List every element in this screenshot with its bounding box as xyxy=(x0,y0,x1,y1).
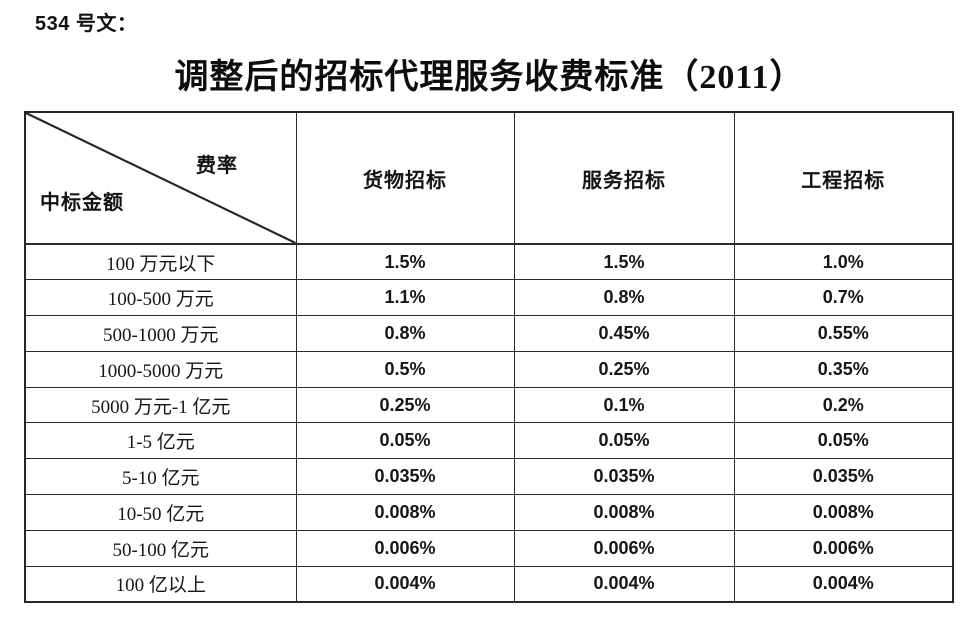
fee-value: 1.5% xyxy=(295,243,515,281)
fee-table: 费率 中标金额 货物招标 服务招标 工程招标 100 万元以下 1.5% 1.5… xyxy=(24,111,954,603)
fee-value: 0.008% xyxy=(295,494,515,531)
table-row: 1000-5000 万元 0.5% 0.25% 0.35% xyxy=(24,350,954,388)
row-label: 50-100 亿元 xyxy=(24,529,297,567)
fee-value: 0.25% xyxy=(295,386,515,424)
row-label: 5000 万元-1 亿元 xyxy=(24,386,297,424)
column-header-services: 服务招标 xyxy=(513,111,735,245)
fee-value: 0.035% xyxy=(513,458,735,496)
table-row: 100 亿以上 0.004% 0.004% 0.004% xyxy=(24,565,954,603)
fee-value: 0.2% xyxy=(733,386,954,424)
table-row: 100-500 万元 1.1% 0.8% 0.7% xyxy=(24,279,954,317)
row-label: 5-10 亿元 xyxy=(24,458,297,496)
fee-value: 0.25% xyxy=(513,350,735,388)
table-row: 50-100 亿元 0.006% 0.006% 0.006% xyxy=(24,529,954,567)
fee-value: 0.8% xyxy=(295,315,515,352)
doc-number: 534 号文： xyxy=(35,13,138,35)
table-row: 5-10 亿元 0.035% 0.035% 0.035% xyxy=(24,458,954,496)
fee-value: 0.035% xyxy=(733,458,954,496)
column-header-goods: 货物招标 xyxy=(295,111,515,245)
fee-value: 0.006% xyxy=(733,529,954,567)
row-label: 1000-5000 万元 xyxy=(24,350,297,388)
column-header-engineering: 工程招标 xyxy=(733,111,954,245)
corner-rate-label: 费率 xyxy=(196,155,238,177)
corner-amount-label: 中标金额 xyxy=(40,192,124,214)
fee-value: 0.004% xyxy=(513,565,735,603)
table-row: 500-1000 万元 0.8% 0.45% 0.55% xyxy=(24,315,954,352)
fee-value: 0.008% xyxy=(733,494,954,531)
page-title: 调整后的招标代理服务收费标准（2011） xyxy=(174,59,805,96)
fee-value: 0.035% xyxy=(295,458,515,496)
fee-value: 0.35% xyxy=(733,350,954,388)
row-label: 1-5 亿元 xyxy=(24,422,297,460)
corner-cell: 费率 中标金额 xyxy=(24,111,297,245)
fee-value: 0.5% xyxy=(295,350,515,388)
table-row: 5000 万元-1 亿元 0.25% 0.1% 0.2% xyxy=(24,386,954,424)
table-row: 1-5 亿元 0.05% 0.05% 0.05% xyxy=(24,422,954,460)
table-row: 10-50 亿元 0.008% 0.008% 0.008% xyxy=(24,494,954,531)
table-row: 100 万元以下 1.5% 1.5% 1.0% xyxy=(24,243,954,281)
fee-value: 0.05% xyxy=(733,422,954,460)
fee-value: 0.004% xyxy=(733,565,954,603)
fee-value: 0.006% xyxy=(513,529,735,567)
row-label: 10-50 亿元 xyxy=(24,494,297,531)
row-label: 100-500 万元 xyxy=(24,279,297,317)
fee-value: 0.05% xyxy=(295,422,515,460)
diagonal-line xyxy=(26,113,295,242)
fee-value: 0.1% xyxy=(513,386,735,424)
fee-value: 1.0% xyxy=(733,243,954,281)
fee-value: 1.5% xyxy=(513,243,735,281)
fee-value: 0.7% xyxy=(733,279,954,317)
fee-value: 0.55% xyxy=(733,315,954,352)
fee-value: 0.45% xyxy=(513,315,735,352)
row-label: 100 万元以下 xyxy=(24,243,297,281)
table-header-row: 费率 中标金额 货物招标 服务招标 工程招标 xyxy=(24,111,954,245)
fee-value: 0.006% xyxy=(295,529,515,567)
row-label: 100 亿以上 xyxy=(24,565,297,603)
row-label: 500-1000 万元 xyxy=(24,315,297,352)
fee-value: 0.8% xyxy=(513,279,735,317)
fee-value: 0.004% xyxy=(295,565,515,603)
fee-value: 0.05% xyxy=(513,422,735,460)
fee-value: 1.1% xyxy=(295,279,515,317)
fee-value: 0.008% xyxy=(513,494,735,531)
